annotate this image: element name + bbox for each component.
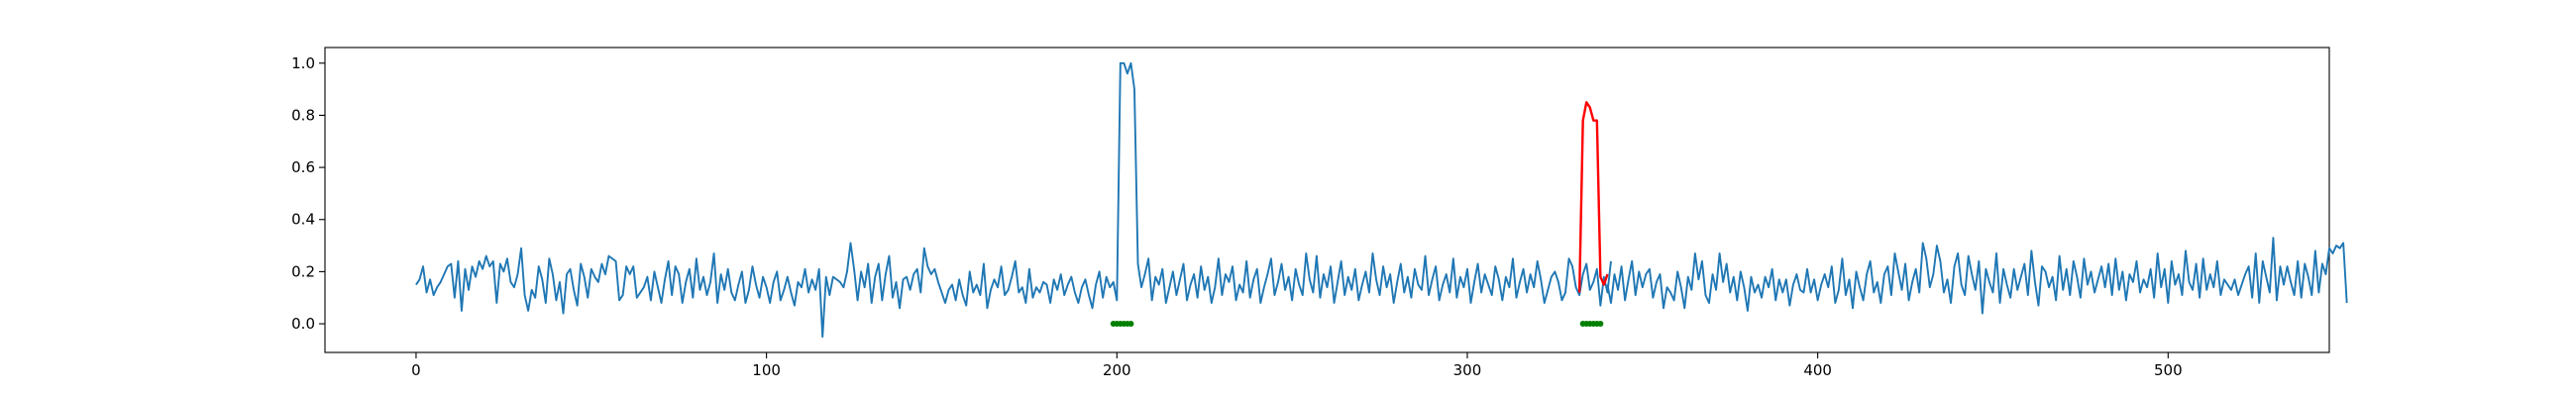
x-tick-label: 0	[411, 361, 421, 379]
anomaly-marker-point	[1597, 321, 1604, 328]
marker-layer	[1110, 321, 1604, 328]
x-tick-label: 400	[1803, 361, 1832, 379]
plot-frame	[324, 47, 2330, 353]
y-tick-label: 0.2	[291, 262, 315, 280]
y-tick-label: 1.0	[291, 54, 315, 72]
y-tick-label: 0.6	[291, 158, 315, 176]
y-tick-label: 0.0	[291, 315, 315, 333]
y-tick-label: 0.4	[291, 211, 315, 229]
x-tick-label: 200	[1103, 361, 1131, 379]
x-tick-label: 100	[752, 361, 781, 379]
y-axis: 0.0 0.2 0.4 0.6 0.8 1.0	[291, 54, 325, 333]
series-line-signal-tail	[1606, 237, 2348, 315]
anomaly-marker-point	[1127, 321, 1134, 328]
series-line-signal	[415, 61, 1612, 339]
y-tick-label: 0.8	[291, 106, 315, 124]
x-axis: 0 100 200 300 400 500	[411, 352, 2183, 379]
x-tick-label: 300	[1453, 361, 1482, 379]
series-line-anomaly	[1577, 101, 1609, 293]
series-layer	[415, 61, 2348, 339]
x-tick-label: 500	[2154, 361, 2183, 379]
